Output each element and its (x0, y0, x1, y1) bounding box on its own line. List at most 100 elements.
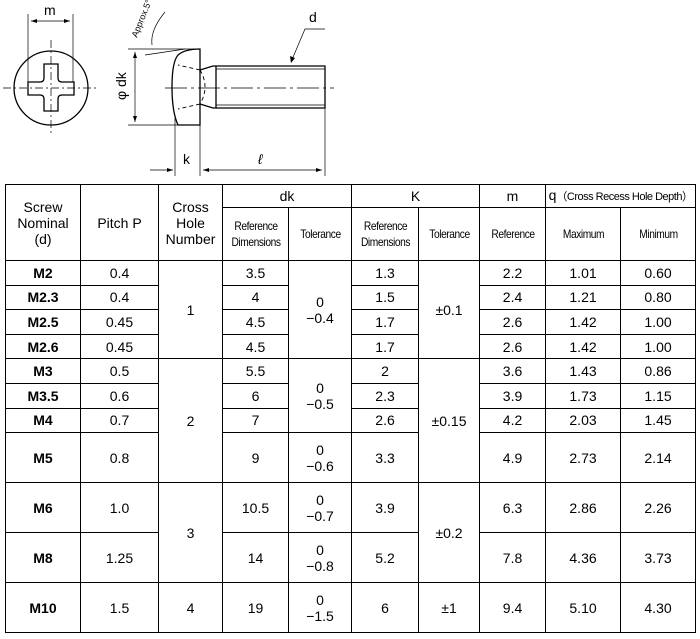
cell-q-min: 1.00 (620, 309, 697, 335)
header-pitch: Pitch P (80, 184, 159, 261)
label-dk: φ dk (113, 71, 129, 100)
cell-nominal: M2 (5, 260, 81, 286)
cell-k-ref: 2.6 (351, 407, 420, 434)
cell-k-ref: 3.3 (351, 432, 420, 484)
header-k: K (351, 184, 481, 208)
cell-k-tol: ±0.1 (418, 259, 481, 360)
cell-dk-ref: 6 (222, 382, 289, 409)
cell-cross-hole: 2 (158, 358, 223, 484)
table-row: M10 1.5 4 19 0 −1.5 6 ±1 9.4 5.10 4.30 (5, 582, 697, 634)
cell-m-ref: 7.8 (479, 532, 547, 584)
cell-dk-tol: 0 −1.5 (287, 582, 353, 634)
cell-pitch: 1.25 (80, 532, 159, 584)
cell-q-min: 0.86 (620, 358, 697, 384)
cell-pitch: 1.0 (80, 482, 159, 534)
cell-m-ref: 3.9 (479, 382, 547, 409)
cell-cross-hole: 4 (158, 582, 223, 634)
tol-lower: −1.5 (306, 607, 334, 624)
cell-dk-tol: 0 −0.8 (287, 532, 353, 584)
cell-dk-ref: 4.5 (222, 309, 289, 335)
cell-k-ref: 6 (351, 582, 420, 634)
cell-cross-hole: 3 (158, 482, 223, 584)
cell-k-ref: 5.2 (351, 532, 420, 584)
cell-pitch: 1.5 (80, 582, 159, 634)
cell-pitch: 0.4 (80, 284, 159, 311)
cell-dk-tol: 0 −0.5 (287, 358, 353, 434)
cell-k-tol: ±0.15 (418, 358, 481, 484)
table-row: M2.5 0.45 4.5 1.7 2.6 1.42 1.00 (5, 309, 697, 335)
cell-m-ref: 4.2 (479, 407, 547, 434)
header-m: m (479, 184, 547, 208)
cell-nominal: M4 (5, 407, 81, 434)
tol-upper: 0 (316, 293, 324, 310)
cell-nominal: M2.3 (5, 284, 81, 311)
cell-m-ref: 2.2 (479, 260, 547, 286)
header-m-ref: Reference (484, 207, 541, 261)
cell-q-max: 1.73 (545, 382, 622, 409)
header-dk-ref: Reference Dimensions (227, 207, 284, 261)
table-row: M5 0.8 9 0 −0.6 3.3 4.9 2.73 2.14 (5, 432, 697, 484)
table-row: M3 0.5 2 5.5 0 −0.5 2 ±0.15 3.6 1.43 0.86 (5, 358, 697, 484)
cell-dk-ref: 9 (222, 432, 289, 484)
cell-k-tol: ±1 (418, 582, 481, 634)
header-q: q（Cross Recess Hole Depth） (545, 184, 697, 208)
cell-q-min: 0.80 (620, 284, 697, 311)
table-row: M8 1.25 14 0 −0.8 5.2 7.8 4.36 3.73 (5, 532, 697, 584)
header-k-ref: Reference Dimensions (356, 207, 414, 261)
label-l: ℓ (257, 151, 263, 167)
cell-cross-hole: 1 (158, 259, 223, 360)
dimension-table: Screw Nominal (d) Pitch P Cross Hole Number … (5, 184, 697, 634)
cell-q-max: 2.03 (545, 407, 622, 434)
tol-upper: 0 (316, 491, 324, 508)
cell-pitch: 0.6 (80, 382, 159, 409)
cell-m-ref: 3.6 (479, 358, 547, 384)
cell-dk-tol: 0 −0.7 (287, 482, 353, 534)
cell-q-max: 1.42 (545, 333, 622, 360)
table-row: M2.3 0.4 4 1.5 2.4 1.21 0.80 (5, 284, 697, 311)
tol-lower: −0.7 (306, 507, 334, 524)
tol-upper: 0 (316, 379, 324, 396)
cell-m-ref: 2.6 (479, 333, 547, 360)
cell-q-max: 5.10 (545, 582, 622, 634)
tol-upper: 0 (316, 591, 324, 608)
cell-q-min: 2.26 (620, 482, 697, 534)
cell-dk-ref: 4 (222, 284, 289, 311)
table-row: M3.5 0.6 6 2.3 3.9 1.73 1.15 (5, 382, 697, 409)
tol-lower: −0.6 (306, 457, 334, 474)
cell-nominal: M3 (5, 358, 81, 384)
head-side-view (171, 48, 201, 126)
cell-m-ref: 6.3 (479, 482, 547, 534)
cell-dk-ref: 14 (222, 532, 289, 584)
cell-k-ref: 1.3 (351, 260, 420, 286)
cell-dk-ref: 3.5 (222, 260, 289, 286)
cell-q-max: 4.36 (545, 532, 622, 584)
cell-pitch: 0.45 (80, 309, 159, 335)
cell-q-max: 1.43 (545, 358, 622, 384)
cell-k-ref: 2.3 (351, 382, 420, 409)
cell-pitch: 0.7 (80, 407, 159, 434)
cell-nominal: M5 (5, 432, 81, 484)
cell-q-min: 2.14 (620, 432, 697, 484)
cell-m-ref: 9.4 (479, 582, 547, 634)
header-dk-tol: Tolerance (292, 207, 348, 261)
cell-q-min: 1.00 (620, 333, 697, 360)
table-row: M2 0.4 1 3.5 0 −0.4 1.3 ±0.1 2.2 1.01 0.60 (5, 259, 697, 360)
cell-pitch: 0.8 (80, 432, 159, 484)
tol-lower: −0.5 (306, 395, 334, 412)
header-q-max: Maximum (550, 207, 616, 261)
header-q-min: Minimum (625, 207, 691, 261)
cell-dk-ref: 10.5 (222, 482, 289, 534)
cell-nominal: M6 (5, 482, 81, 534)
cell-pitch: 0.4 (80, 260, 159, 286)
cell-k-ref: 1.5 (351, 284, 420, 311)
label-m: m (44, 2, 56, 18)
cross-recess (27, 63, 75, 112)
cell-m-ref: 2.4 (479, 284, 547, 311)
cell-k-ref: 3.9 (351, 482, 420, 534)
tol-lower: −0.8 (306, 557, 334, 574)
cell-q-max: 2.86 (545, 482, 622, 534)
pan-head-screw-drawing: m d φ dk k ℓ Approx.5° (3, 0, 334, 176)
cell-pitch: 0.5 (80, 358, 159, 384)
cell-q-min: 4.30 (620, 582, 697, 634)
